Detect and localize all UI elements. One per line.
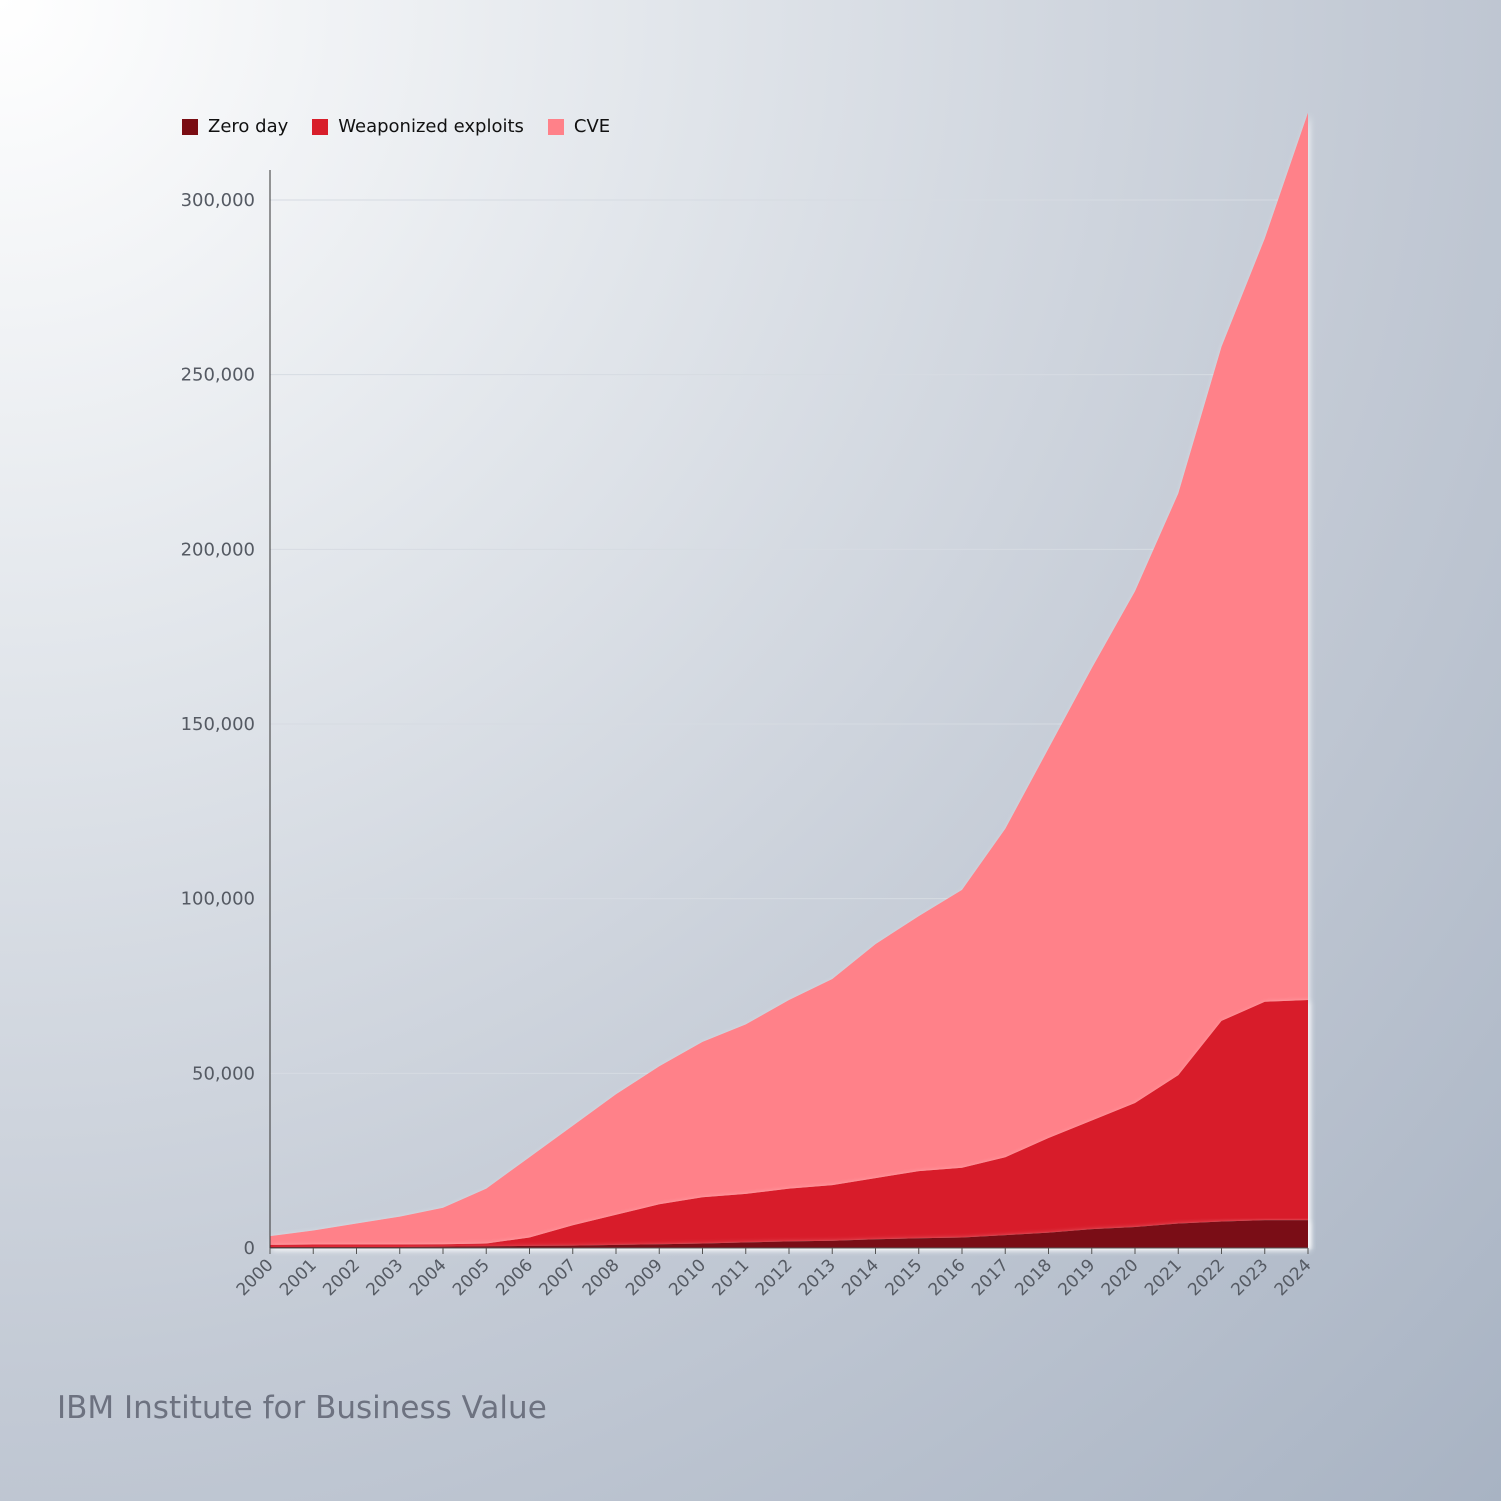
x-tick-label: 2019 [1055, 1255, 1100, 1300]
y-tick-label: 250,000 [181, 365, 255, 386]
legend-label: Zero day [208, 116, 289, 137]
area-zero-day [270, 1220, 1308, 1248]
x-tick-label: 2010 [665, 1255, 710, 1300]
x-tick-label: 2014 [838, 1255, 883, 1300]
x-tick-label: 2012 [752, 1255, 797, 1300]
x-tick-label: 2022 [1184, 1255, 1229, 1300]
legend-swatch [312, 118, 329, 135]
legend-label: Weaponized exploits [338, 116, 524, 137]
y-tick-label: 300,000 [181, 190, 255, 211]
area-weaponized-exploits [270, 1000, 1308, 1248]
x-tick-label: 2003 [363, 1255, 408, 1300]
x-tick-label: 2020 [1098, 1255, 1143, 1300]
x-tick-label: 2007 [536, 1255, 581, 1300]
legend-swatch [547, 118, 564, 135]
x-tick-label: 2008 [579, 1255, 624, 1300]
x-tick-label: 2004 [406, 1255, 451, 1300]
x-tick-label: 2018 [1011, 1255, 1056, 1300]
brand-footer: IBM Institute for Business Value [57, 1390, 547, 1426]
area-cve [270, 112, 1308, 1249]
x-tick-label: 2005 [449, 1255, 494, 1300]
legend: Zero day Weaponized exploits CVE [182, 116, 610, 137]
legend-item-zero-day: Zero day [182, 116, 288, 137]
x-tick-label: 2006 [492, 1255, 537, 1300]
y-tick-label: 150,000 [181, 714, 255, 735]
legend-label: CVE [573, 116, 611, 137]
y-tick-label: 200,000 [181, 539, 255, 560]
y-tick-label: 50,000 [192, 1063, 255, 1084]
legend-item-cve: CVE [547, 116, 611, 137]
x-tick-label: 2013 [795, 1255, 840, 1300]
x-tick-label: 2023 [1228, 1255, 1273, 1300]
x-tick-label: 2016 [925, 1255, 970, 1300]
x-tick-label: 2011 [709, 1255, 754, 1300]
x-tick-label: 2017 [968, 1255, 1013, 1300]
x-tick-label: 2002 [319, 1255, 364, 1300]
x-tick-label: 2024 [1271, 1255, 1316, 1300]
x-tick-label: 2015 [882, 1255, 927, 1300]
y-tick-label: 0 [244, 1238, 255, 1259]
x-tick-label: 2009 [622, 1255, 667, 1300]
y-tick-label: 100,000 [181, 889, 255, 910]
x-tick-label: 2001 [276, 1255, 321, 1300]
legend-swatch [182, 118, 198, 135]
x-tick-label: 2021 [1141, 1255, 1186, 1300]
legend-item-weaponized: Weaponized exploits [312, 116, 524, 137]
x-tick-label: 2000 [233, 1255, 278, 1300]
